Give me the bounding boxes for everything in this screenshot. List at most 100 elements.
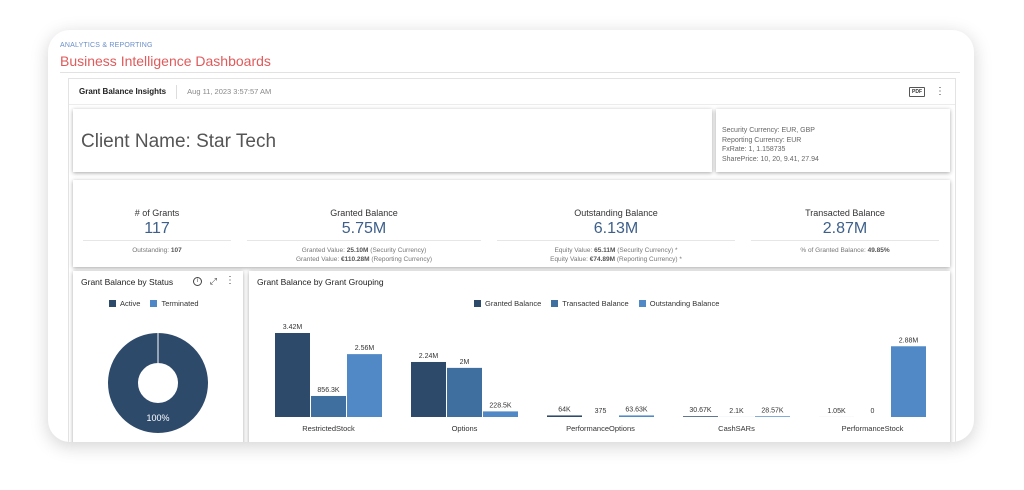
widget-actions: PDF ⋮ <box>909 85 945 97</box>
legend-item-active[interactable]: Active <box>109 299 140 308</box>
dashboard-frame: ANALYTICS & REPORTING Business Intellige… <box>48 30 974 442</box>
client-card: Client Name: Star Tech <box>73 109 712 172</box>
kpi-label: Granted Balance <box>330 208 398 218</box>
reporting-currency: Reporting Currency: EUR <box>722 136 802 144</box>
widget-title: Grant Balance Insights <box>79 87 167 96</box>
bar-value-label: 1.05K <box>827 408 846 415</box>
grant-balance-insights-widget: Grant Balance Insights Aug 11, 2023 3:57… <box>68 78 956 442</box>
status-chart-card: Grant Balance by Status i ⤢ ⋮ Active Ter… <box>73 271 243 442</box>
bar-value-label: 63.63K <box>625 406 648 413</box>
status-donut-chart: 100% <box>108 333 208 433</box>
kpi-sub-label: Equity Value: <box>550 256 588 263</box>
bar <box>891 346 926 417</box>
kpi-label: Outstanding Balance <box>574 208 658 218</box>
x-tick-label: CashSARs <box>718 424 755 433</box>
kpi-value: 5.75M <box>341 220 387 237</box>
kpi-sub-value: 49.85% <box>867 247 890 254</box>
kpi-sub-value: €110.28M <box>341 256 370 263</box>
kpi-grants: # of Grants 117 Outstanding: 107 <box>77 180 237 267</box>
kpi-sub-value: 65.11M <box>594 247 616 254</box>
donut-slice-label: 100% <box>146 413 169 423</box>
legend-swatch <box>551 300 559 307</box>
legend-label: Transacted Balance <box>562 299 629 308</box>
currency-card: Security Currency: EUR, GBP Reporting Cu… <box>716 109 950 172</box>
bar-value-label: 2.1K <box>729 408 744 415</box>
security-currency: Security Currency: EUR, GBP <box>722 127 815 134</box>
status-chart-menu-icon[interactable]: ⋮ <box>225 275 235 286</box>
kpi-sub-value: 25.10M <box>346 247 369 254</box>
expand-icon[interactable]: ⤢ <box>209 275 217 286</box>
section-label: ANALYTICS & REPORTING <box>60 42 153 49</box>
bar <box>547 415 582 417</box>
status-chart-title: Grant Balance by Status <box>81 277 174 287</box>
grouping-legend: Granted Balance Transacted Balance Outst… <box>474 299 719 308</box>
share-price: SharePrice: 10, 20, 9.41, 27.94 <box>722 155 819 163</box>
x-tick-label: PerformanceStock <box>842 424 904 433</box>
bar-value-label: 856.3K <box>317 387 340 394</box>
legend-item-transacted[interactable]: Transacted Balance <box>551 299 629 308</box>
bar-value-label: 2.88M <box>899 337 919 344</box>
bar <box>347 354 382 417</box>
status-legend: Active Terminated <box>109 299 199 308</box>
kpi-sub-suffix: (Security Currency) * <box>617 247 678 254</box>
bar-value-label: 28.57K <box>761 407 784 414</box>
bar <box>411 361 446 417</box>
bar <box>619 415 654 417</box>
kpi-sub-label: % of Granted Balance: <box>800 247 866 254</box>
client-name: Client Name: Star Tech <box>81 131 277 152</box>
fx-rate: FxRate: 1, 1.158735 <box>722 146 786 153</box>
kpi-label: # of Grants <box>134 208 180 218</box>
toolbar-divider <box>176 84 178 99</box>
kpi-divider <box>247 240 481 241</box>
kpi-transacted-balance: Transacted Balance 2.87M % of Granted Ba… <box>745 180 945 267</box>
bar-value-label: 64K <box>558 406 571 413</box>
kpi-value: 2.87M <box>822 220 868 237</box>
x-tick-label: Options <box>452 424 478 433</box>
legend-label: Terminated <box>161 299 199 308</box>
grouping-chart-card: Grant Balance by Grant Grouping Granted … <box>249 271 950 442</box>
bar-value-label: 2.24M <box>419 353 439 360</box>
bar-value-label: 2M <box>460 359 470 366</box>
legend-swatch <box>474 300 481 307</box>
bar <box>755 416 790 417</box>
widget-toolbar: Grant Balance Insights Aug 11, 2023 3:57… <box>69 79 955 105</box>
kpi-granted-balance: Granted Balance 5.75M Granted Value: 25.… <box>241 180 487 267</box>
bar-value-label: 0 <box>871 408 875 415</box>
app-header: ANALYTICS & REPORTING Business Intellige… <box>60 42 960 69</box>
legend-label: Active <box>120 299 141 308</box>
kpi-sub: Outstanding: 107 <box>77 246 237 255</box>
legend-label: Outstanding Balance <box>649 299 720 308</box>
page-title: Business Intelligence Dashboards <box>60 53 271 69</box>
bar-value-label: 228.5K <box>489 402 512 409</box>
bar-value-label: 3.42M <box>283 324 303 331</box>
legend-item-granted[interactable]: Granted Balance <box>474 299 541 308</box>
legend-swatch <box>109 300 116 307</box>
kpi-sub: Granted Value: 25.10M (Security Currency… <box>241 246 487 264</box>
kpi-sub-label: Granted Value: <box>301 247 345 254</box>
legend-swatch <box>638 300 646 307</box>
bar <box>311 395 346 417</box>
legend-item-terminated[interactable]: Terminated <box>150 299 199 308</box>
pdf-export-icon[interactable]: PDF <box>909 86 925 97</box>
bar <box>275 333 310 417</box>
kpi-card: # of Grants 117 Outstanding: 107 Granted… <box>73 180 950 267</box>
info-icon[interactable]: i <box>192 276 202 286</box>
kpi-sub: % of Granted Balance: 49.85% <box>745 246 945 255</box>
bar <box>683 416 718 417</box>
x-tick-label: RestrictedStock <box>302 424 355 433</box>
bar <box>483 411 518 417</box>
kpi-divider <box>751 240 939 241</box>
kpi-sub-suffix: (Security Currency) <box>370 247 427 254</box>
grouping-bar-chart: 3.42M 856.3K 2.56M RestrictedStock 2.24M 2M 22… <box>275 324 926 433</box>
kpi-sub-label: Granted Value: <box>295 256 340 263</box>
widget-menu-icon[interactable]: ⋮ <box>935 85 945 97</box>
kpi-divider <box>83 240 231 241</box>
kpi-sub-suffix: (Reporting Currency) <box>371 256 433 263</box>
x-tick-label: PerformanceOptions <box>566 424 635 433</box>
kpi-sub-label: Outstanding: <box>132 247 170 254</box>
legend-item-outstanding[interactable]: Outstanding Balance <box>638 299 720 308</box>
status-chart-actions: i ⤢ ⋮ <box>192 275 235 286</box>
bar-value-label: 375 <box>595 408 607 415</box>
grouping-chart-title: Grant Balance by Grant Grouping <box>257 277 384 287</box>
kpi-value: 6.13M <box>593 220 639 237</box>
